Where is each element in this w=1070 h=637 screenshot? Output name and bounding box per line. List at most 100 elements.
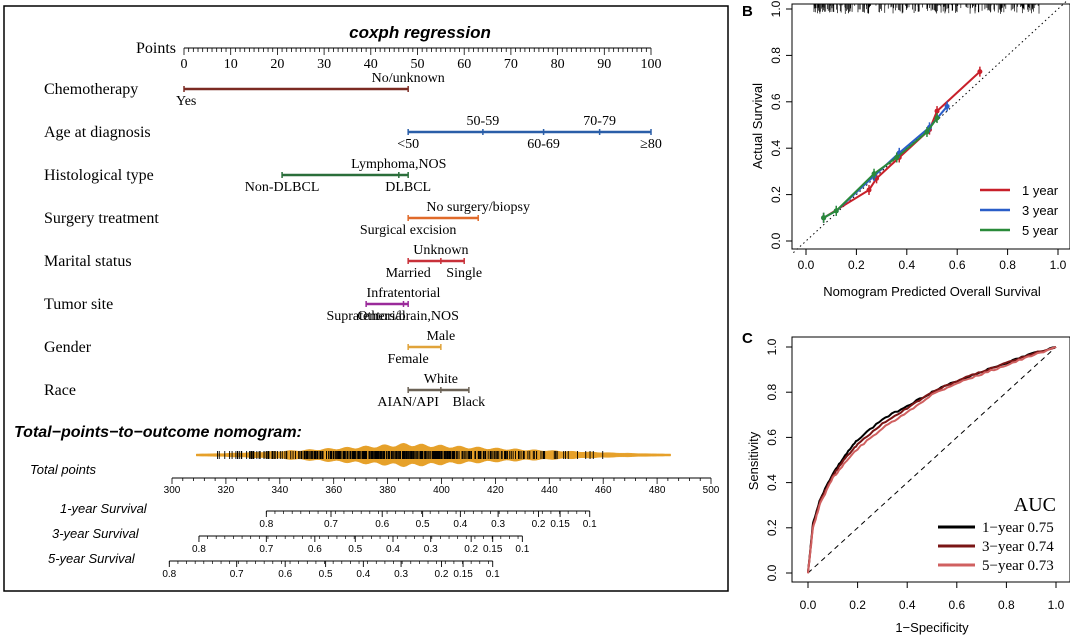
level-label: No/unknown [372,71,445,86]
level-label: Married [386,266,431,281]
roc-y-tick-label: 0.4 [765,474,779,491]
calibration-point [894,154,900,160]
roc-series-line [807,346,1057,574]
points-tick-label: 50 [411,57,425,72]
panel-a-frame [3,5,729,592]
survival-tick-label: 0.7 [259,544,273,555]
total-tick-label: 340 [271,485,288,496]
calibration-point [944,103,950,109]
survival-tick-label: 0.4 [453,519,467,530]
survival-tick-label: 0.4 [356,569,370,580]
survival-tick-label: 0.5 [319,569,333,580]
calibration-series-line [823,105,948,219]
survival-axis-label: 1-year Survival [60,501,148,516]
level-label: Female [388,352,429,367]
roc-ylabel: Sensitivity [746,431,761,490]
calibration-y-tick-label: 0.6 [769,93,783,110]
panel-c-label: C [742,330,753,347]
roc-legend-title: AUC [1014,494,1056,516]
calibration-x-tick-label: 0.2 [848,258,865,272]
total-tick-label: 360 [325,485,342,496]
calibration-x-tick-label: 0.0 [798,258,815,272]
level-label: AIAN/API [377,395,439,410]
survival-tick-label: 0.6 [308,544,322,555]
roc-legend-label: 1−year 0.75 [982,520,1054,536]
survival-tick-label: 0.3 [491,519,505,530]
survival-tick-label: 0.7 [230,569,244,580]
survival-tick-label: 0.1 [486,569,500,580]
level-label: Lymphoma,NOS [351,157,446,172]
points-tick-label: 10 [224,57,238,72]
calibration-x-tick-label: 0.4 [898,258,915,272]
points-tick-label: 70 [504,57,518,72]
survival-axis-label: 3-year Survival [52,526,140,541]
variable-label: Histological type [44,167,154,184]
calibration-point [866,187,872,193]
calibration-point [871,171,877,177]
calibration-x-tick-label: 0.8 [999,258,1016,272]
roc-diagonal [807,346,1057,574]
survival-tick-label: 0.4 [386,544,400,555]
roc-x-tick-label: 0.8 [998,598,1015,612]
survival-tick-label: 0.2 [464,544,478,555]
points-tick-label: 60 [457,57,471,72]
survival-tick-label: 0.3 [424,544,438,555]
roc-series-line [807,346,1057,574]
calibration-x-tick-label: 1.0 [1050,258,1067,272]
calibration-plot: 0.0 0.0 0.2 0.2 0.4 0.4 0.6 0.6 0.8 0.8 1.0 1.0 1 ye… [769,0,1070,272]
survival-tick-label: 0.15 [483,544,503,555]
level-label: Male [426,329,455,344]
roc-frame [791,336,1070,583]
level-label: 70-79 [583,114,616,129]
calibration-ylabel: Actual Survival [750,83,765,169]
variable-label: Marital status [44,253,132,270]
points-tick-label: 20 [270,57,284,72]
variable-label: Tumor site [44,296,113,313]
calibration-y-tick-label: 0.0 [769,232,783,249]
nomogram: Points 0 10 20 30 40 50 60 70 80 90 100 Chemotherapy… [44,40,662,410]
roc-plot: 0.0 0.0 0.2 0.2 0.4 0.4 0.6 0.6 0.8 0.8 1.0 1.0 1−ye… [765,336,1070,612]
points-tick-label: 90 [597,57,611,72]
survival-axis-label: 5-year Survival [48,551,136,566]
level-label: Black [453,395,486,410]
survival-tick-label: 0.2 [435,569,449,580]
survival-tick-label: 0.15 [453,569,473,580]
points-label: Points [136,40,176,57]
roc-y-tick-label: 0.6 [765,429,779,446]
roc-y-tick-label: 0.8 [765,384,779,401]
roc-x-tick-label: 0.4 [899,598,916,612]
level-label: 50-59 [467,114,500,129]
panel-b-label: B [742,3,753,20]
roc-legend-label: 3−year 0.74 [982,539,1054,555]
level-label: <50 [397,137,419,152]
points-tick-label: 80 [551,57,565,72]
survival-tick-label: 0.3 [394,569,408,580]
calibration-legend-label: 5 year [1022,223,1059,238]
calibration-y-tick-label: 1.0 [769,0,783,17]
calibration-x-tick-label: 0.6 [949,258,966,272]
total-tick-label: 500 [703,485,720,496]
points-tick-label: 0 [181,57,188,72]
calibration-series-line [823,117,938,219]
calibration-point [934,108,940,114]
roc-x-tick-label: 0.0 [800,598,817,612]
calibration-point [833,208,839,214]
variable-label: Chemotherapy [44,81,138,98]
survival-tick-label: 0.6 [375,519,389,530]
calibration-y-tick-label: 0.8 [769,47,783,64]
variable-label: Gender [44,339,92,356]
points-tick-label: 30 [317,57,331,72]
calibration-legend-label: 3 year [1022,203,1059,218]
roc-x-tick-label: 0.2 [849,598,866,612]
calibration-xlabel: Nomogram Predicted Overall Survival [823,284,1041,299]
total-tick-label: 380 [379,485,396,496]
level-label: DLBCL [385,180,431,195]
variable-label: Surgery treatment [44,210,159,227]
survival-tick-label: 0.2 [532,519,546,530]
calibration-point [977,69,983,75]
survival-tick-label: 0.8 [162,569,176,580]
total-points-label: Total points [30,462,97,477]
roc-y-tick-label: 0.2 [765,519,779,536]
total-tick-label: 440 [541,485,558,496]
